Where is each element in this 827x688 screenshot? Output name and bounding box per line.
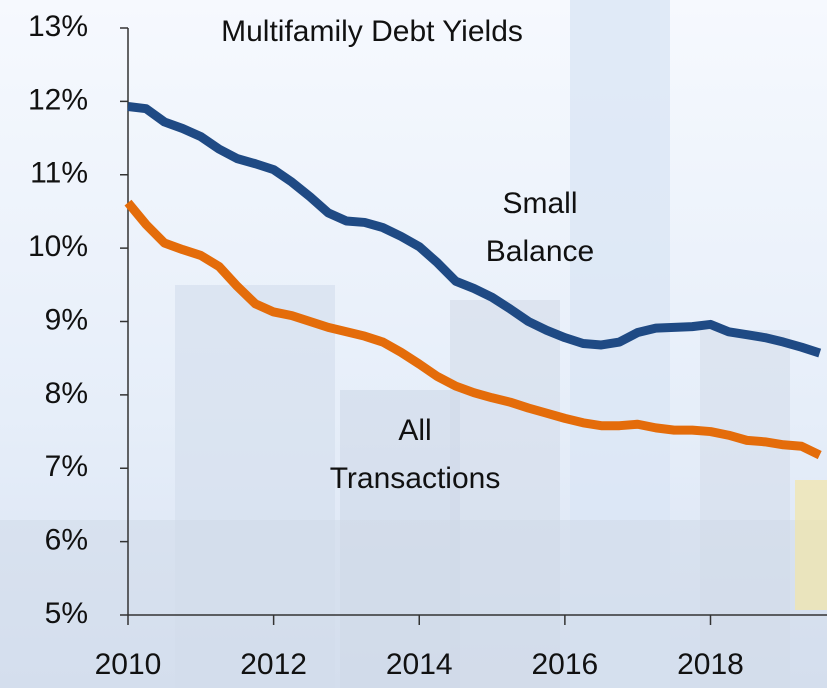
series-line	[127, 102, 822, 358]
y-tick-label: 10%	[28, 230, 88, 263]
x-tick-label: 2012	[240, 648, 307, 681]
series-line	[124, 199, 822, 460]
x-tick-label: 2016	[532, 648, 599, 681]
series-label: All	[398, 414, 431, 447]
y-tick-label: 11%	[30, 157, 88, 190]
y-tick-label: 6%	[45, 524, 88, 557]
x-tick-label: 2014	[386, 648, 453, 681]
series-label: Balance	[486, 235, 594, 268]
y-tick-label: 5%	[45, 597, 88, 630]
series-label: Small	[502, 187, 577, 220]
y-tick-label: 12%	[28, 83, 88, 116]
x-tick-label: 2018	[677, 648, 744, 681]
y-tick-label: 9%	[45, 303, 88, 336]
y-tick-label: 8%	[45, 377, 88, 410]
series-label: Transactions	[330, 462, 501, 495]
chart-title: Multifamily Debt Yields	[221, 15, 523, 48]
y-tick-label: 13%	[28, 10, 88, 43]
y-tick-label: 7%	[45, 450, 88, 483]
x-tick-label: 2010	[95, 648, 162, 681]
